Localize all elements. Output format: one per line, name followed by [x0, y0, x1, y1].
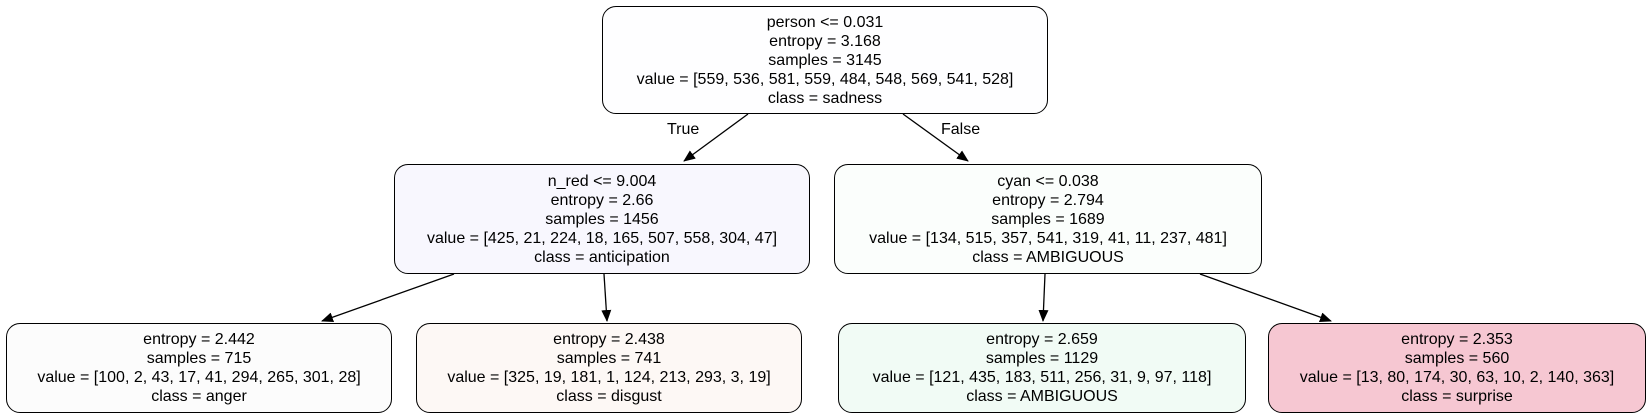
tree-leaf-anger: entropy = 2.442 samples = 715 value = [1… — [6, 323, 392, 413]
node-value: value = [121, 435, 183, 511, 256, 31, 9,… — [872, 369, 1212, 386]
node-class: class = sadness — [767, 89, 883, 107]
node-class: class = disgust — [556, 388, 662, 405]
edge-left-to-leaf-disgust — [601, 273, 612, 322]
node-class: class = AMBIGUOUS — [972, 248, 1124, 266]
tree-leaf-disgust: entropy = 2.438 samples = 741 value = [3… — [416, 323, 802, 413]
edge-label-false: False — [941, 121, 981, 138]
node-samples: samples = 3145 — [768, 51, 882, 69]
node-value: value = [559, 536, 581, 559, 484, 548, 5… — [636, 70, 1014, 88]
node-split-rule: cyan <= 0.038 — [997, 172, 1099, 190]
node-entropy: entropy = 2.66 — [550, 191, 654, 209]
edge-label-true: True — [667, 121, 700, 138]
node-entropy: entropy = 2.659 — [986, 331, 1098, 348]
tree-node-right: cyan <= 0.038 entropy = 2.794 samples = … — [834, 164, 1262, 274]
node-split-rule: n_red <= 9.004 — [547, 172, 657, 190]
edge-root-to-left — [683, 113, 749, 162]
node-samples: samples = 715 — [146, 350, 252, 367]
tree-node-root: person <= 0.031 entropy = 3.168 samples … — [602, 6, 1048, 114]
node-value: value = [325, 19, 181, 1, 124, 213, 293,… — [447, 369, 771, 386]
node-entropy: entropy = 2.353 — [1401, 331, 1513, 348]
node-samples: samples = 560 — [1404, 350, 1510, 367]
node-class: class = surprise — [1401, 388, 1513, 405]
node-value: value = [100, 2, 43, 17, 41, 294, 265, 3… — [37, 369, 361, 386]
node-samples: samples = 1689 — [991, 210, 1105, 228]
node-split-rule: person <= 0.031 — [766, 13, 884, 31]
tree-leaf-ambiguous: entropy = 2.659 samples = 1129 value = [… — [838, 323, 1246, 413]
node-value: value = [13, 80, 174, 30, 63, 10, 2, 140… — [1299, 369, 1615, 386]
node-samples: samples = 741 — [556, 350, 662, 367]
edge-root-to-right — [902, 113, 969, 162]
node-value: value = [134, 515, 357, 541, 319, 41, 11… — [869, 229, 1227, 247]
node-entropy: entropy = 3.168 — [769, 32, 881, 50]
tree-node-left: n_red <= 9.004 entropy = 2.66 samples = … — [394, 164, 810, 274]
edge-right-to-leaf-ambiguous — [1038, 273, 1049, 322]
node-class: class = anticipation — [534, 248, 670, 266]
node-entropy: entropy = 2.438 — [553, 331, 665, 348]
tree-leaf-surprise: entropy = 2.353 samples = 560 value = [1… — [1268, 323, 1646, 413]
node-entropy: entropy = 2.794 — [992, 191, 1104, 209]
node-samples: samples = 1129 — [985, 350, 1099, 367]
node-class: class = anger — [151, 388, 247, 405]
edge-right-to-leaf-surprise — [1199, 273, 1332, 322]
node-samples: samples = 1456 — [545, 210, 659, 228]
node-class: class = AMBIGUOUS — [966, 388, 1118, 405]
edge-left-to-leaf-anger — [321, 273, 455, 323]
node-entropy: entropy = 2.442 — [143, 331, 255, 348]
node-value: value = [425, 21, 224, 18, 165, 507, 558… — [426, 229, 778, 247]
